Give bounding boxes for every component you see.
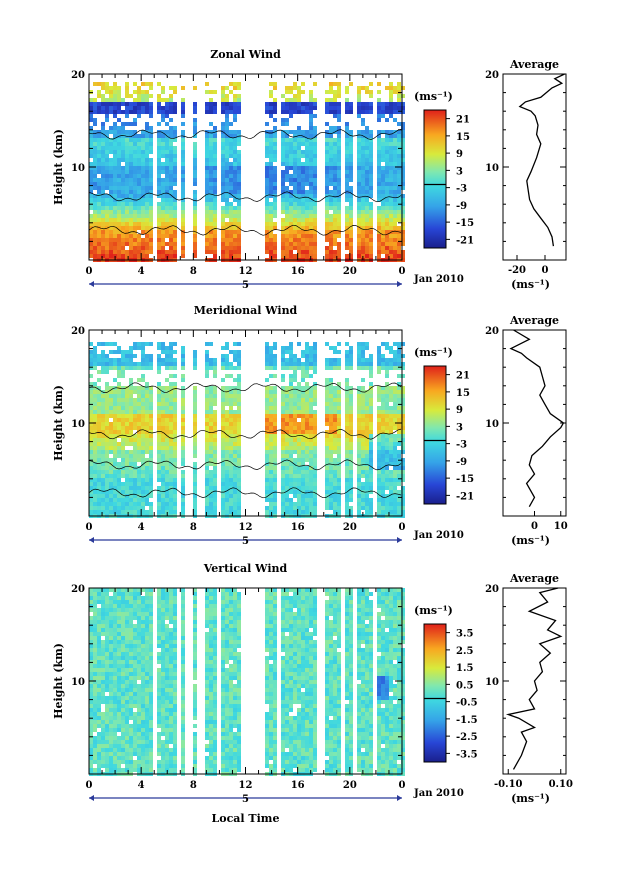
time-tick: 4 bbox=[138, 266, 145, 277]
panel-0: Zonal Wind 10 20 0 4 8 12 16 20 0 Height (km) 5 Jan … bbox=[52, 48, 567, 291]
profile-height-tick: 20 bbox=[485, 326, 499, 337]
profile-title: Average bbox=[509, 572, 559, 585]
profile-x-tick: 0.10 bbox=[549, 779, 573, 790]
y-axis-label: Height (km) bbox=[52, 385, 65, 461]
colorbar-tick: -9 bbox=[456, 201, 467, 212]
colorbar-tick: -21 bbox=[456, 491, 474, 502]
time-tick: 0 bbox=[86, 522, 93, 533]
colorbar-tick: -0.5 bbox=[456, 698, 478, 709]
colorbar-tick: -15 bbox=[456, 474, 474, 485]
month-label: Jan 2010 bbox=[413, 274, 464, 285]
time-tick: 16 bbox=[291, 266, 305, 277]
profile-height-tick: 10 bbox=[485, 163, 499, 174]
profile-x-tick: 0 bbox=[531, 521, 538, 532]
colorbar-tick: 3.5 bbox=[456, 629, 473, 640]
height-tick: 10 bbox=[71, 419, 85, 430]
height-tick: 20 bbox=[71, 584, 85, 595]
profile-x-label: (ms⁻¹) bbox=[511, 534, 550, 547]
colorbar-tick: 9 bbox=[456, 149, 463, 160]
height-tick: 10 bbox=[71, 677, 85, 688]
profile-x-tick: -20 bbox=[508, 265, 526, 276]
colorbar-tick: -3 bbox=[456, 440, 467, 451]
heatmap-cells bbox=[89, 588, 405, 776]
colorbar-tick: 3 bbox=[456, 166, 463, 177]
colorbar-unit: (ms⁻¹) bbox=[414, 90, 453, 103]
heatmap-cells bbox=[89, 82, 405, 262]
time-tick: 0 bbox=[86, 780, 93, 791]
time-tick: 8 bbox=[190, 780, 197, 791]
profile-line bbox=[518, 73, 565, 247]
colorbar-tick: 21 bbox=[456, 371, 470, 382]
time-tick: 8 bbox=[190, 522, 197, 533]
colorbar-tick: 15 bbox=[456, 388, 470, 399]
colorbar-tick: -15 bbox=[456, 218, 474, 229]
profile-line bbox=[505, 587, 563, 770]
panel-title: Zonal Wind bbox=[210, 48, 281, 61]
colorbar-tick: 2.5 bbox=[456, 646, 473, 657]
profile-x-tick: 10 bbox=[554, 521, 568, 532]
day-label: 5 bbox=[242, 280, 249, 291]
profile-height-tick: 10 bbox=[485, 677, 499, 688]
time-tick: 20 bbox=[343, 266, 357, 277]
time-tick: 20 bbox=[343, 522, 357, 533]
profile-x-tick: -0.10 bbox=[494, 779, 523, 790]
height-tick: 20 bbox=[71, 70, 85, 81]
y-axis-label: Height (km) bbox=[52, 129, 65, 205]
profile-height-tick: 10 bbox=[485, 419, 499, 430]
y-axis-label: Height (km) bbox=[52, 643, 65, 719]
day-label: 5 bbox=[242, 794, 249, 805]
time-tick: 4 bbox=[138, 522, 145, 533]
colorbar-tick: -3 bbox=[456, 184, 467, 195]
profile-line bbox=[509, 329, 565, 508]
time-tick: 16 bbox=[291, 522, 305, 533]
colorbar-tick: 3 bbox=[456, 422, 463, 433]
profile-title: Average bbox=[509, 58, 559, 71]
height-tick: 10 bbox=[71, 163, 85, 174]
time-tick: 0 bbox=[399, 266, 406, 277]
height-tick: 20 bbox=[71, 326, 85, 337]
time-tick: 16 bbox=[291, 780, 305, 791]
panel-title: Vertical Wind bbox=[203, 562, 288, 575]
colorbar bbox=[423, 109, 447, 249]
profile-x-tick: 0 bbox=[542, 265, 549, 276]
time-tick: 4 bbox=[138, 780, 145, 791]
profile-height-tick: 20 bbox=[485, 584, 499, 595]
month-label: Jan 2010 bbox=[413, 530, 464, 541]
profile-x-label: (ms⁻¹) bbox=[511, 278, 550, 291]
colorbar-unit: (ms⁻¹) bbox=[414, 604, 453, 617]
profile-height-tick: 20 bbox=[485, 70, 499, 81]
x-axis-label: Local Time bbox=[212, 812, 280, 825]
month-label: Jan 2010 bbox=[413, 788, 464, 799]
profile-title: Average bbox=[509, 314, 559, 327]
colorbar-tick: 15 bbox=[456, 132, 470, 143]
time-tick: 0 bbox=[399, 780, 406, 791]
colorbar-tick: 9 bbox=[456, 405, 463, 416]
day-label: 5 bbox=[242, 536, 249, 547]
heatmap-cells bbox=[89, 342, 405, 518]
colorbar-tick: -2.5 bbox=[456, 732, 478, 743]
colorbar-unit: (ms⁻¹) bbox=[414, 346, 453, 359]
time-tick: 20 bbox=[343, 780, 357, 791]
time-tick: 8 bbox=[190, 266, 197, 277]
panel-1: Meridional Wind 10 20 0 4 8 12 16 20 0 Height (km)… bbox=[52, 304, 568, 547]
time-tick: 0 bbox=[86, 266, 93, 277]
colorbar-tick: 21 bbox=[456, 115, 470, 126]
profile-x-label: (ms⁻¹) bbox=[511, 792, 550, 805]
colorbar-tick: 1.5 bbox=[456, 663, 473, 674]
time-tick: 12 bbox=[239, 522, 253, 533]
colorbar-tick: -21 bbox=[456, 235, 474, 246]
colorbar-tick: -3.5 bbox=[456, 749, 478, 760]
colorbar-tick: -1.5 bbox=[456, 715, 478, 726]
panel-title: Meridional Wind bbox=[194, 304, 298, 317]
time-tick: 12 bbox=[239, 266, 253, 277]
time-tick: 0 bbox=[399, 522, 406, 533]
colorbar bbox=[423, 623, 447, 763]
time-tick: 12 bbox=[239, 780, 253, 791]
colorbar-tick: 0.5 bbox=[456, 680, 473, 691]
panel-2: Vertical Wind 10 20 0 4 8 12 16 20 0 Height (km) 5 J… bbox=[52, 562, 573, 825]
colorbar-tick: -9 bbox=[456, 457, 467, 468]
colorbar bbox=[423, 365, 447, 505]
